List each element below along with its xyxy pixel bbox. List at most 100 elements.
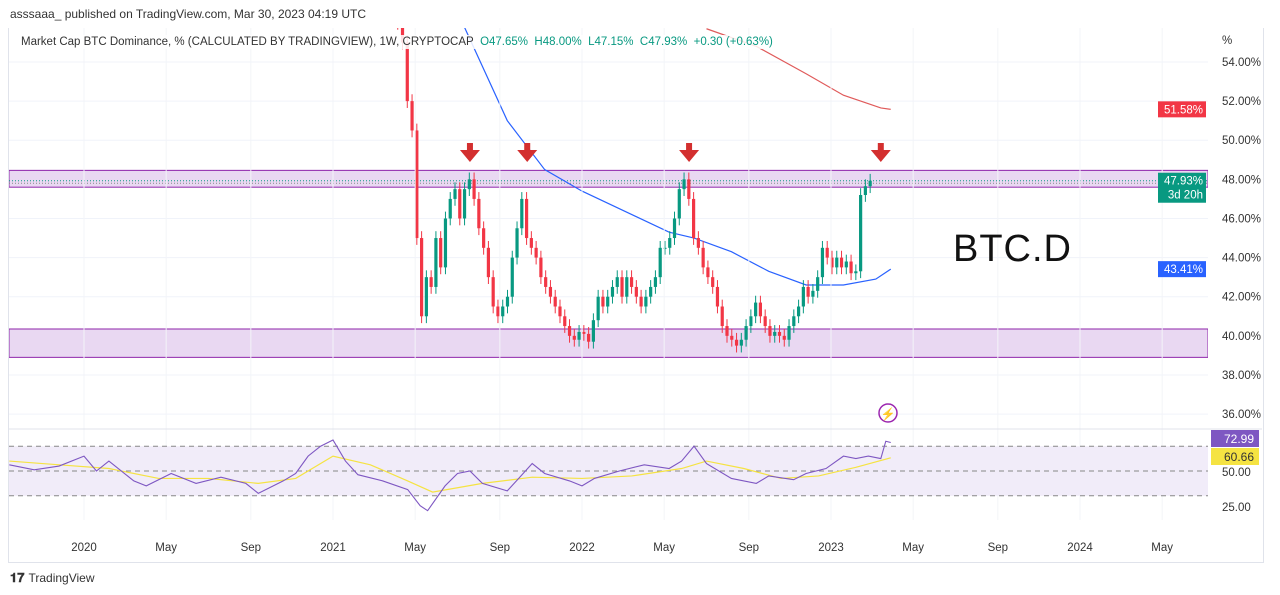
x-tick-label: Sep (241, 542, 261, 554)
candle (677, 189, 681, 219)
rsi-value-label (1211, 430, 1259, 447)
candle (515, 228, 519, 258)
candle (572, 335, 576, 340)
candle (859, 195, 863, 272)
candle (453, 189, 457, 199)
candle (687, 179, 691, 199)
candle (610, 286, 615, 297)
chart-annotation: BTC.D (953, 228, 1072, 270)
candle (787, 326, 791, 340)
arrow-down-icon (459, 150, 480, 162)
candle (725, 326, 729, 336)
x-tick-label: May (1151, 542, 1173, 554)
countdown-text: 3d 20h (1168, 190, 1203, 202)
candle (486, 247, 491, 278)
candle (396, 13, 399, 23)
candle (596, 296, 600, 321)
y-tick-label: 50.00% (1222, 135, 1261, 147)
candle (863, 186, 867, 196)
candle (601, 296, 605, 307)
candle (591, 320, 595, 342)
candle (410, 101, 414, 131)
x-tick-label: 2020 (71, 542, 97, 554)
price-label (1158, 101, 1206, 118)
symbol-name: Market Cap BTC Dominance, % (CALCULATED … (21, 36, 474, 48)
candle (424, 277, 428, 317)
candle (443, 218, 448, 268)
candle (706, 267, 710, 278)
horizontal-zone (9, 169, 1208, 188)
candle (505, 296, 510, 307)
candle (649, 286, 653, 297)
candle (835, 257, 839, 268)
price-label (1158, 172, 1206, 203)
x-tick-label: Sep (988, 542, 1008, 554)
candle (620, 277, 624, 297)
candle (615, 277, 619, 287)
x-tick-label: 2023 (818, 542, 844, 554)
ohlc-high: H48.00% (534, 36, 582, 48)
y-tick-label: 44.00% (1222, 253, 1261, 265)
price-label (1158, 261, 1206, 278)
arrow-down-icon (466, 143, 473, 151)
candle (849, 261, 853, 274)
candle (763, 316, 767, 327)
chart-frame (8, 28, 1264, 563)
candle (434, 238, 438, 287)
price-label-text: 43.41% (1164, 264, 1203, 276)
candle (839, 257, 844, 268)
y-tick-label: 42.00% (1222, 292, 1261, 304)
candle (458, 189, 462, 219)
candle (730, 335, 734, 340)
alert-lightning-icon (878, 403, 898, 423)
candle (563, 316, 567, 327)
candle (658, 247, 662, 278)
candle (820, 247, 825, 278)
candle (844, 261, 848, 268)
candle (429, 277, 433, 287)
x-tick-label: May (404, 542, 426, 554)
candle (830, 257, 834, 268)
candle (644, 296, 648, 307)
candle (539, 257, 543, 278)
candle (734, 339, 739, 346)
footer-brand: 𝟏𝟕 TradingView (10, 570, 95, 586)
candle (524, 198, 529, 239)
tradingview-logo-icon: 𝟏𝟕 (10, 570, 25, 585)
candle (682, 179, 686, 190)
candle (825, 247, 829, 258)
arrow-down-icon (679, 150, 700, 162)
arrow-down-icon (524, 143, 531, 151)
ohlc-low: L47.15% (588, 36, 634, 48)
candle (768, 326, 772, 336)
candle (439, 238, 443, 268)
candle (567, 326, 572, 336)
y-tick-label: 36.00% (1222, 409, 1261, 421)
arrow-down-icon (686, 143, 693, 151)
y-tick-label: 38.00% (1222, 370, 1261, 382)
candle (777, 331, 782, 336)
candle (634, 286, 638, 297)
candle (868, 180, 872, 187)
publish-info: asssaaa_ published on TradingView.com, M… (10, 7, 366, 21)
candle (711, 277, 715, 287)
rsi-value-text: 60.66 (1224, 450, 1254, 464)
rsi-tick-label: 25.00 (1222, 502, 1251, 514)
candle (801, 286, 805, 307)
x-tick-label: Sep (490, 542, 510, 554)
candle (587, 333, 591, 342)
candle (491, 277, 495, 307)
candle (462, 189, 467, 219)
arrow-down-icon (517, 150, 538, 162)
rsi-line (9, 439, 891, 512)
rsi-value-label (1211, 448, 1259, 465)
y-tick-label: 40.00% (1222, 331, 1261, 343)
x-tick-label: 2021 (320, 542, 346, 554)
ohlc-close: C47.93% (639, 36, 688, 48)
candle (405, 42, 409, 102)
candle (472, 179, 476, 199)
candle (501, 306, 505, 317)
candle (606, 296, 610, 307)
candle (668, 238, 672, 248)
